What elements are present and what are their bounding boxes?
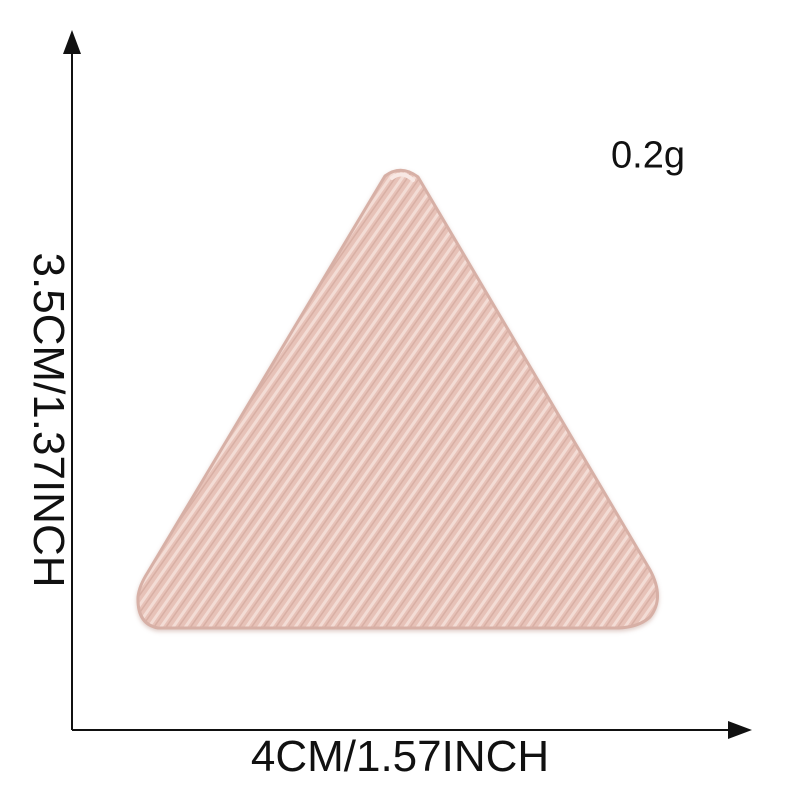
horizontal-axis <box>72 721 752 739</box>
vertical-axis <box>63 30 81 730</box>
height-dimension-label: 3.5CM/1.37INCH <box>24 252 73 588</box>
width-dimension-label: 4CM/1.57INCH <box>250 732 550 781</box>
triangle-patch-highlight <box>390 172 415 182</box>
weight-label: 0.2g <box>611 134 685 177</box>
triangle-fabric-patch <box>136 168 659 630</box>
